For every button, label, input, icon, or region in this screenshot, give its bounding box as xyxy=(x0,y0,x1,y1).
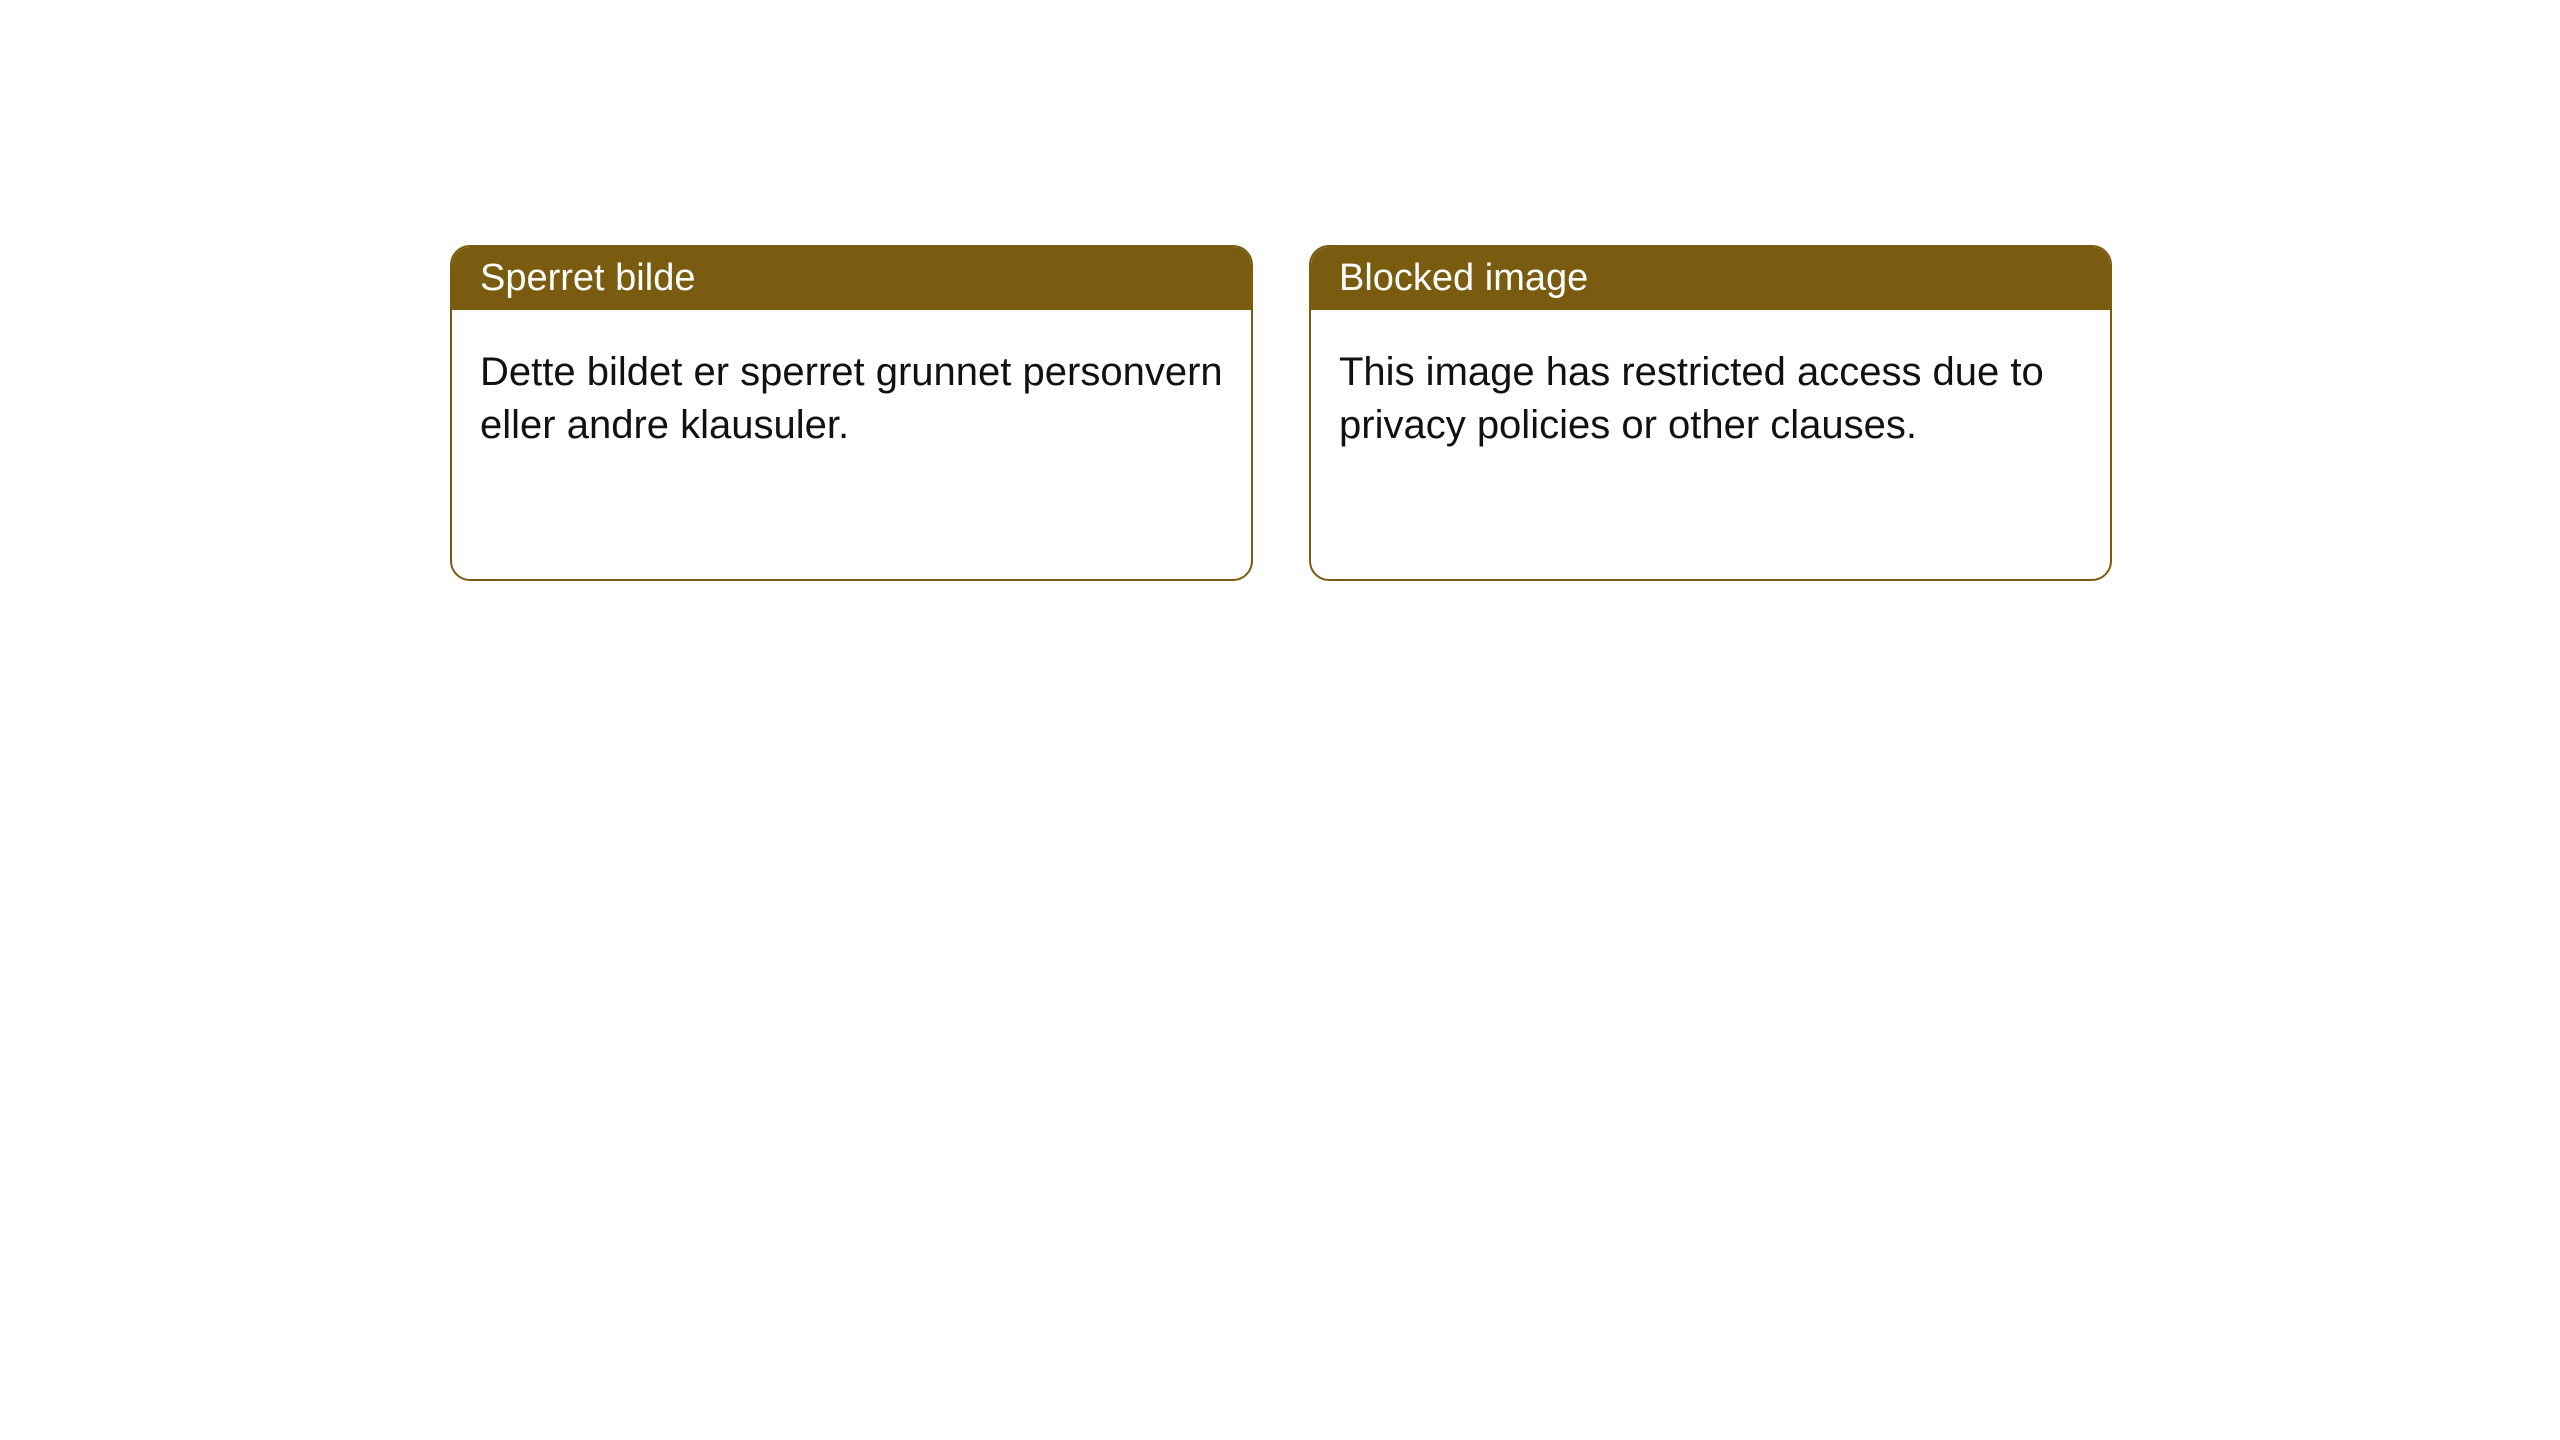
notice-body: This image has restricted access due to … xyxy=(1311,310,2110,488)
notice-body-text: Dette bildet er sperret grunnet personve… xyxy=(480,350,1223,447)
notice-header: Sperret bilde xyxy=(452,247,1251,310)
notice-body: Dette bildet er sperret grunnet personve… xyxy=(452,310,1251,488)
notice-cards-container: Sperret bilde Dette bildet er sperret gr… xyxy=(450,245,2112,581)
notice-card-english: Blocked image This image has restricted … xyxy=(1309,245,2112,581)
notice-card-norwegian: Sperret bilde Dette bildet er sperret gr… xyxy=(450,245,1253,581)
notice-body-text: This image has restricted access due to … xyxy=(1339,350,2044,447)
notice-header: Blocked image xyxy=(1311,247,2110,310)
notice-title: Blocked image xyxy=(1339,257,1588,299)
notice-title: Sperret bilde xyxy=(480,257,695,299)
